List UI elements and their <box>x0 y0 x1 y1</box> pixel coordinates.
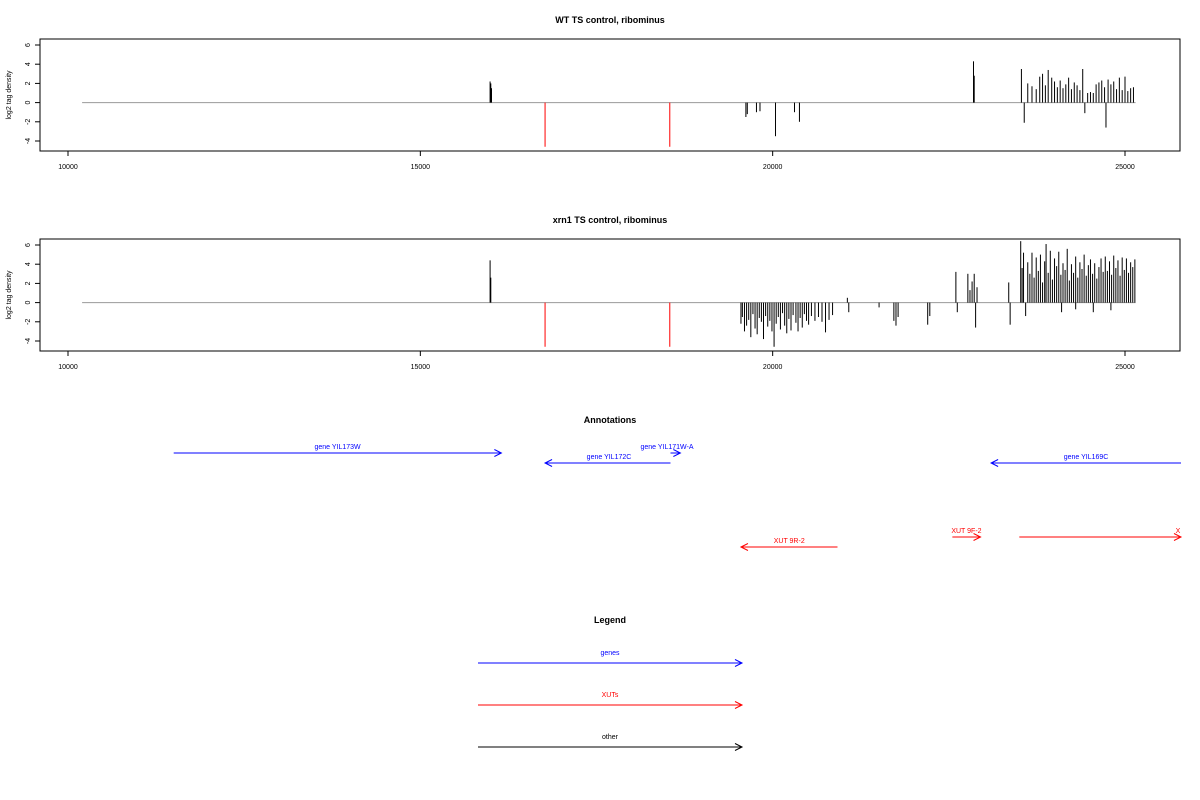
arrow-head <box>673 449 682 457</box>
y-tick-label: 6 <box>25 43 32 47</box>
feature-arrow <box>739 543 838 551</box>
x-tick-label: 20000 <box>763 164 783 171</box>
arrow-head <box>734 659 744 667</box>
panel-title: xrn1 TS control, ribominus <box>553 215 668 225</box>
bars-layer <box>489 61 1134 147</box>
arrow-head <box>734 743 744 751</box>
y-tick-label: -2 <box>25 119 32 125</box>
x-tick-label: 15000 <box>411 164 431 171</box>
x-axis: 10000 15000 20000 25000 <box>58 351 1135 371</box>
legend-label: genes <box>600 650 620 657</box>
y-tick-label: 6 <box>25 243 32 247</box>
y-tick-label: -4 <box>25 338 32 344</box>
bars-layer <box>489 241 1136 347</box>
x-tick-label: 10000 <box>58 164 78 171</box>
arrow-head <box>543 459 553 467</box>
x-tick-label: 10000 <box>58 364 78 371</box>
y-tick-label: 0 <box>25 101 32 105</box>
x-tick-label: 25000 <box>1115 164 1135 171</box>
y-tick-label: -4 <box>25 138 32 144</box>
x-axis: 10000 15000 20000 25000 <box>58 151 1135 171</box>
plot-frame <box>39 38 1181 152</box>
arrow-head <box>739 543 749 551</box>
legend-section: Legend genes XUTs other <box>478 615 744 751</box>
y-tick-label: 4 <box>25 262 32 266</box>
feature-arrow <box>173 449 503 457</box>
arrow-head <box>989 459 999 467</box>
x-tick-label: 25000 <box>1115 364 1135 371</box>
y-axis-label: log2 tag density <box>6 270 13 320</box>
y-axis-label: log2 tag density <box>6 70 13 120</box>
y-tick-label: -2 <box>25 319 32 325</box>
legend-items: genes XUTs other <box>478 650 744 751</box>
y-tick-label: 2 <box>25 81 32 85</box>
legend-label: other <box>602 734 619 741</box>
feature-label: XUT 9F-2 <box>951 528 981 535</box>
feature-label: gene YIL172C <box>587 454 632 461</box>
annotation-features: gene YIL173W gene YIL172C gene YIL171W-A ge… <box>173 444 1183 551</box>
panel-title: WT TS control, ribominus <box>555 15 665 25</box>
x-tick-label: 20000 <box>763 364 783 371</box>
legend-arrow <box>478 659 744 667</box>
feature-label: gene YIL171W-A <box>640 444 693 451</box>
y-axis: -4 -2 0 2 4 6 <box>25 243 40 344</box>
feature-arrow <box>670 449 682 457</box>
feature-arrow <box>543 459 671 467</box>
y-tick-label: 0 <box>25 301 32 305</box>
legend-arrow <box>478 701 744 709</box>
plot-frame <box>39 238 1181 352</box>
y-tick-label: 2 <box>25 281 32 285</box>
x-tick-label: 15000 <box>411 364 431 371</box>
arrow-head <box>973 533 982 541</box>
panel-xrn1: xrn1 TS control, ribominus log2 tag dens… <box>6 215 1181 371</box>
feature-label: X <box>1176 528 1181 535</box>
y-tick-label: 4 <box>25 62 32 66</box>
y-axis: -4 -2 0 2 4 6 <box>25 43 40 144</box>
legend-title: Legend <box>594 615 626 625</box>
feature-arrow <box>989 459 1181 467</box>
legend-arrow <box>478 743 744 751</box>
feature-arrow <box>1019 533 1183 541</box>
arrow-head <box>1173 533 1183 541</box>
arrow-head <box>734 701 744 709</box>
feature-label: gene YIL173W <box>314 444 361 451</box>
feature-arrow <box>952 533 982 541</box>
feature-label: gene YIL169C <box>1064 454 1109 461</box>
feature-label: XUT 9R-2 <box>774 538 805 545</box>
panel-wt: WT TS control, ribominus log2 tag densit… <box>6 15 1181 171</box>
arrow-head <box>494 449 503 457</box>
annotations-title: Annotations <box>584 415 637 425</box>
legend-label: XUTs <box>602 692 619 699</box>
